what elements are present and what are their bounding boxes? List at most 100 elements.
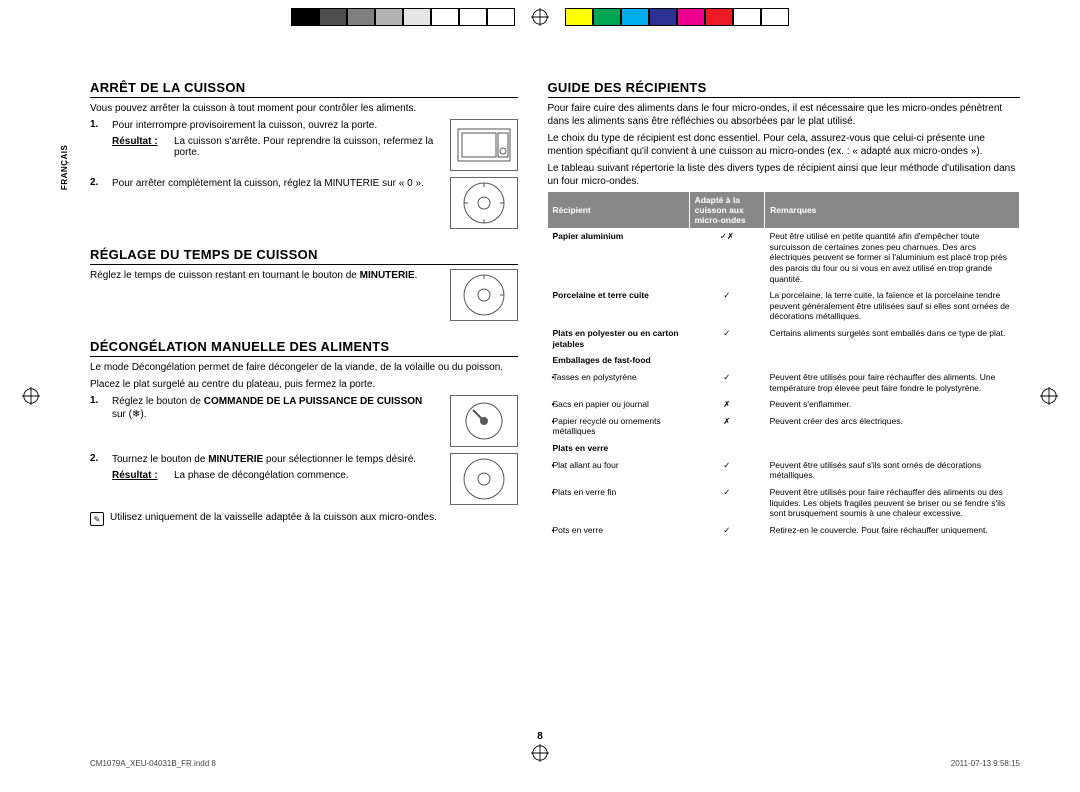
cell-suitable: ✗ (689, 396, 765, 413)
result-label: Résultat : (112, 136, 168, 158)
table-row: Emballages de fast-food (548, 352, 1020, 369)
color-swatch (487, 8, 515, 26)
left-column: ARRÊT DE LA CUISSON Vous pouvez arrêter … (90, 80, 518, 732)
cell-remarks: Peuvent s'enflammer. (765, 396, 1020, 413)
cell-recipient: Papier aluminium (548, 228, 690, 287)
timer-dial-illustration (450, 177, 518, 229)
table-row: Sacs en papier ou journal✗Peuvent s'enfl… (548, 396, 1020, 413)
cell-recipient: Tasses en polystyrène (548, 369, 690, 396)
cell-suitable: ✓ (689, 457, 765, 484)
timer-dial-illustration (450, 453, 518, 505)
cell-suitable: ✓✗ (689, 228, 765, 287)
color-swatch (565, 8, 593, 26)
cookware-table: Récipient Adapté à la cuisson aux micro-… (548, 192, 1021, 538)
table-row: Plats en polyester ou en carton jetables… (548, 325, 1020, 352)
table-row: Plats en verre fin✓Peuvent être utilisés… (548, 484, 1020, 522)
table-row: Papier recyclé ou ornements métalliques✗… (548, 413, 1020, 440)
step-number: 2. (90, 453, 104, 505)
cell-recipient: Sacs en papier ou journal (548, 396, 690, 413)
cell-recipient: Plats en polyester ou en carton jetables (548, 325, 690, 352)
cell-suitable: ✓ (689, 369, 765, 396)
step-text: Réglez le bouton de COMMANDE DE LA PUISS… (112, 395, 436, 421)
registration-mark-left (22, 387, 40, 405)
cell-remarks: Peuvent être utilisés pour faire réchauf… (765, 484, 1020, 522)
heading: RÉGLAGE DU TEMPS DE CUISSON (90, 247, 518, 265)
cell-remarks: Peuvent être utilisés sauf s'ils sont or… (765, 457, 1020, 484)
table-header: Remarques (765, 192, 1020, 228)
section-defrost: DÉCONGÉLATION MANUELLE DES ALIMENTS Le m… (90, 339, 518, 528)
footer: CM1079A_XEU-04031B_FR.indd 8 2011-07-13 … (90, 759, 1020, 768)
language-tab: FRANÇAIS (60, 145, 69, 190)
color-bar (0, 8, 1080, 26)
section-time-setting: RÉGLAGE DU TEMPS DE CUISSON Réglez le te… (90, 247, 518, 321)
table-header: Récipient (548, 192, 690, 228)
cell-suitable (689, 440, 765, 457)
step-number: 1. (90, 395, 104, 447)
cell-remarks: Retirez-en le couvercle. Pour faire réch… (765, 522, 1020, 539)
cell-recipient: Plats en verre fin (548, 484, 690, 522)
color-swatch (375, 8, 403, 26)
step-number: 1. (90, 119, 104, 171)
result-text: La phase de décongélation commence. (174, 470, 349, 481)
table-row: Tasses en polystyrène✓Peuvent être utili… (548, 369, 1020, 396)
body-text: Le tableau suivant répertorie la liste d… (548, 162, 1021, 188)
intro-text: Vous pouvez arrêter la cuisson à tout mo… (90, 102, 518, 115)
result-text: La cuisson s'arrête. Pour reprendre la c… (174, 136, 436, 158)
table-row: Plats en verre (548, 440, 1020, 457)
cell-remarks: Peuvent créer des arcs électriques. (765, 413, 1020, 440)
cell-suitable: ✓ (689, 287, 765, 325)
cell-recipient: Emballages de fast-food (548, 352, 690, 369)
cell-remarks (765, 352, 1020, 369)
cell-suitable: ✗ (689, 413, 765, 440)
color-swatch (705, 8, 733, 26)
color-swatch (431, 8, 459, 26)
heading: ARRÊT DE LA CUISSON (90, 80, 518, 98)
cell-recipient: Pots en verre (548, 522, 690, 539)
step-text: Tournez le bouton de MINUTERIE pour séle… (112, 453, 436, 466)
table-row: Porcelaine et terre cuite✓La porcelaine,… (548, 287, 1020, 325)
color-swatch (761, 8, 789, 26)
cell-remarks: Certains aliments surgelés sont emballés… (765, 325, 1020, 352)
cell-remarks: Peut être utilisé en petite quantité afi… (765, 228, 1020, 287)
color-swatch (593, 8, 621, 26)
right-column: GUIDE DES RÉCIPIENTS Pour faire cuire de… (548, 80, 1021, 732)
color-swatch (403, 8, 431, 26)
note-text: Utilisez uniquement de la vaisselle adap… (110, 511, 437, 524)
result-label: Résultat : (112, 470, 168, 481)
page-content: ARRÊT DE LA CUISSON Vous pouvez arrêter … (90, 80, 1020, 732)
step-text: Pour arrêter complètement la cuisson, ré… (112, 177, 436, 190)
body-text: Réglez le temps de cuisson restant en to… (90, 269, 436, 282)
timer-dial-illustration (450, 269, 518, 321)
color-swatch (459, 8, 487, 26)
cell-remarks: La porcelaine, la terre cuite, la faïenc… (765, 287, 1020, 325)
table-row: Pots en verre✓Retirez-en le couvercle. P… (548, 522, 1020, 539)
cell-remarks (765, 440, 1020, 457)
footer-file: CM1079A_XEU-04031B_FR.indd 8 (90, 759, 216, 768)
cell-recipient: Papier recyclé ou ornements métalliques (548, 413, 690, 440)
step-text: Pour interrompre provisoirement la cuiss… (112, 119, 436, 132)
table-row: Papier aluminium✓✗Peut être utilisé en p… (548, 228, 1020, 287)
table-header: Adapté à la cuisson aux micro-ondes (689, 192, 765, 228)
cell-suitable: ✓ (689, 522, 765, 539)
heading: GUIDE DES RÉCIPIENTS (548, 80, 1021, 98)
body-text: Pour faire cuire des aliments dans le fo… (548, 102, 1021, 128)
cell-recipient: Plats en verre (548, 440, 690, 457)
table-row: Plat allant au four✓Peuvent être utilisé… (548, 457, 1020, 484)
cell-recipient: Porcelaine et terre cuite (548, 287, 690, 325)
color-swatch (319, 8, 347, 26)
color-swatch (677, 8, 705, 26)
heading: DÉCONGÉLATION MANUELLE DES ALIMENTS (90, 339, 518, 357)
cell-recipient: Plat allant au four (548, 457, 690, 484)
cell-suitable: ✓ (689, 484, 765, 522)
section-stop-cooking: ARRÊT DE LA CUISSON Vous pouvez arrêter … (90, 80, 518, 229)
color-swatch (621, 8, 649, 26)
note-icon: ✎ (90, 512, 104, 526)
body-text: Le choix du type de récipient est donc e… (548, 132, 1021, 158)
page-number: 8 (537, 731, 543, 742)
microwave-illustration (450, 119, 518, 171)
color-swatch (649, 8, 677, 26)
cell-remarks: Peuvent être utilisés pour faire réchauf… (765, 369, 1020, 396)
color-swatch (291, 8, 319, 26)
footer-date: 2011-07-13 9:58:15 (951, 759, 1020, 768)
cell-suitable (689, 352, 765, 369)
